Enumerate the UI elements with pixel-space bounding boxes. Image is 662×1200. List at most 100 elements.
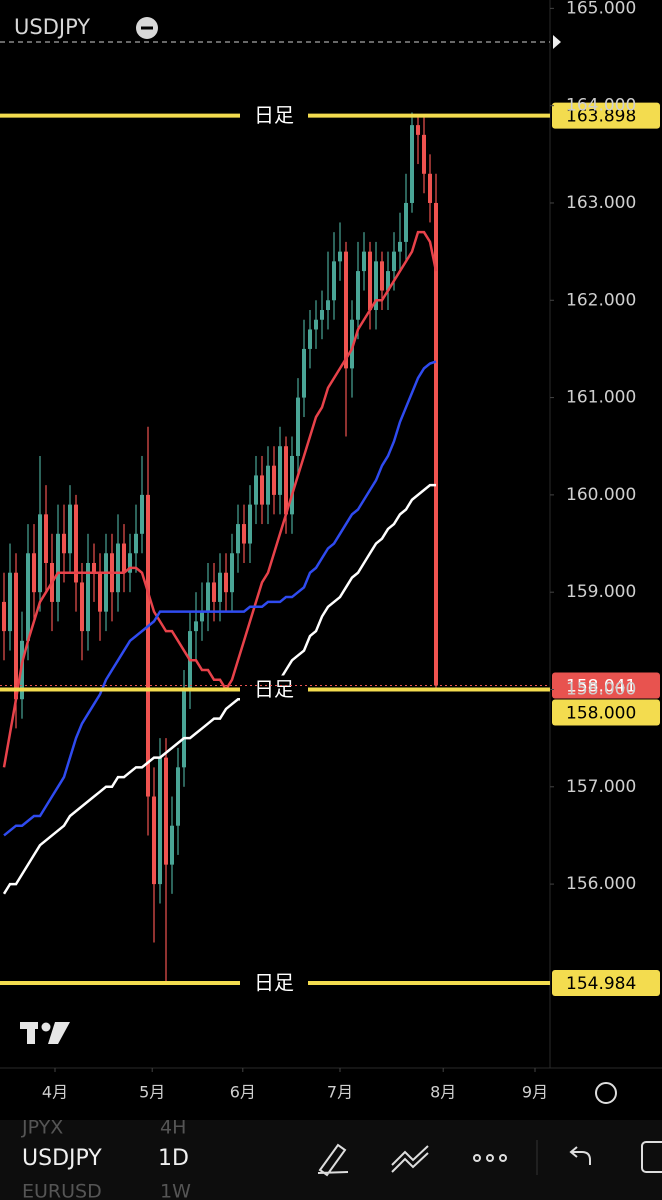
x-tick-label: 5月 bbox=[139, 1083, 165, 1102]
candle-body bbox=[398, 241, 402, 252]
toolbar-symbol[interactable]: USDJPY bbox=[22, 1146, 102, 1171]
candle-body bbox=[74, 504, 78, 583]
candle-body bbox=[158, 757, 162, 885]
candle-body bbox=[164, 757, 168, 865]
x-tick-label: 6月 bbox=[230, 1083, 256, 1102]
candle-body bbox=[116, 543, 120, 593]
y-tick-label: 164.000 bbox=[566, 96, 636, 116]
y-tick-label: 160.000 bbox=[566, 485, 636, 505]
candle-body bbox=[2, 601, 6, 632]
price-box bbox=[552, 102, 660, 129]
collapse-icon bbox=[141, 26, 153, 30]
price-box-label: 154.984 bbox=[566, 974, 636, 994]
line-label-bg bbox=[240, 675, 308, 704]
y-tick-label: 162.000 bbox=[566, 290, 636, 310]
candle-body bbox=[344, 251, 348, 369]
interval-option[interactable]: 4H bbox=[160, 1117, 186, 1139]
candle-body bbox=[194, 621, 198, 632]
plot-area bbox=[2, 112, 438, 984]
last-price-label: 158.041 bbox=[566, 677, 636, 697]
candle-body bbox=[374, 261, 378, 311]
price-box-label: 158.000 bbox=[566, 704, 636, 724]
candle-body bbox=[26, 553, 30, 641]
x-tick-label: 7月 bbox=[327, 1083, 353, 1102]
candle-body bbox=[44, 514, 48, 563]
line-tool[interactable] bbox=[391, 1145, 429, 1173]
candle-body bbox=[224, 572, 228, 593]
toolbar bbox=[0, 1120, 662, 1200]
candle-body bbox=[332, 261, 336, 301]
y-tick-label: 163.000 bbox=[566, 193, 636, 213]
layout-button[interactable] bbox=[641, 1141, 662, 1173]
candle-body bbox=[386, 271, 390, 291]
candle-body bbox=[242, 524, 246, 544]
candle-body bbox=[32, 553, 36, 593]
line-label: 日足 bbox=[254, 970, 294, 994]
logo-part bbox=[41, 1022, 51, 1032]
candle-body bbox=[14, 572, 18, 700]
candle-body bbox=[8, 572, 12, 632]
candle-body bbox=[104, 553, 108, 612]
dot bbox=[473, 1154, 481, 1162]
line-label-bg bbox=[240, 101, 308, 130]
candle-body bbox=[392, 251, 396, 272]
candle-body bbox=[152, 796, 156, 885]
candle-body bbox=[278, 446, 282, 495]
interval-option[interactable]: 1W bbox=[160, 1181, 191, 1200]
candle-body bbox=[272, 465, 276, 495]
candle-body bbox=[86, 562, 90, 632]
candle-body bbox=[248, 504, 252, 544]
price-box-label: 163.898 bbox=[566, 107, 636, 127]
candle-body bbox=[308, 329, 312, 349]
last-price-box bbox=[552, 672, 660, 699]
candle-body bbox=[182, 689, 186, 768]
symbol-option[interactable]: JPYX bbox=[21, 1117, 63, 1139]
settings-button[interactable] bbox=[595, 1082, 617, 1104]
y-tick-label: 159.000 bbox=[566, 582, 636, 602]
x-tick-label: 8月 bbox=[430, 1083, 456, 1102]
symbol-option[interactable]: EURUSD bbox=[22, 1181, 102, 1200]
toolbar-interval[interactable]: 1D bbox=[158, 1146, 189, 1171]
candle-body bbox=[290, 455, 294, 515]
candle-body bbox=[134, 533, 138, 554]
candle-body bbox=[314, 319, 318, 330]
candle-body bbox=[68, 504, 72, 554]
price-box bbox=[552, 969, 660, 996]
y-tick-label: 157.000 bbox=[566, 777, 636, 797]
candle-body bbox=[230, 553, 234, 593]
candle-body bbox=[170, 825, 174, 865]
candle-body bbox=[428, 173, 432, 203]
more-button[interactable] bbox=[473, 1154, 507, 1162]
candle-body bbox=[404, 202, 408, 242]
x-tick-label: 4月 bbox=[42, 1083, 68, 1102]
candle-body bbox=[80, 582, 84, 632]
candle-body bbox=[368, 251, 372, 311]
candle-body bbox=[206, 582, 210, 612]
candle-body bbox=[146, 494, 150, 797]
dot bbox=[499, 1154, 507, 1162]
y-tick-label: 158.000 bbox=[566, 679, 636, 699]
candle-body bbox=[218, 572, 222, 602]
line-label-bg bbox=[240, 968, 308, 997]
candle-body bbox=[380, 261, 384, 291]
candle-body bbox=[260, 475, 264, 505]
candle-body bbox=[410, 125, 414, 203]
undo-button[interactable] bbox=[569, 1146, 591, 1165]
line-label: 日足 bbox=[254, 103, 294, 127]
draw-tool[interactable] bbox=[317, 1143, 349, 1177]
line-label: 日足 bbox=[254, 677, 294, 701]
candle-body bbox=[56, 533, 60, 602]
candle-body bbox=[122, 543, 126, 573]
candle-body bbox=[38, 514, 42, 593]
candle-body bbox=[200, 611, 204, 622]
candle-body bbox=[212, 582, 216, 602]
moving-average bbox=[2, 230, 438, 768]
moving-average bbox=[2, 483, 436, 895]
candle-body bbox=[326, 300, 330, 311]
candle-body bbox=[338, 251, 342, 262]
tradingview-logo bbox=[20, 1022, 70, 1044]
moving-average bbox=[3, 360, 437, 837]
candle-body bbox=[140, 494, 144, 534]
